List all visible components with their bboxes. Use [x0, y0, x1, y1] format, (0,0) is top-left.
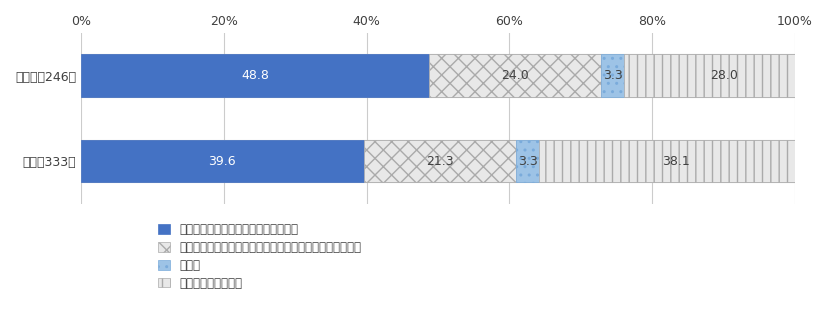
Legend: 医療機関に通った（訪問診療を含む）, 医療機関には通っていないが、市販の薬を服用、湿布した, その他, 特に何もしていない: 医療機関に通った（訪問診療を含む）, 医療機関には通っていないが、市販の薬を服用…	[158, 224, 361, 290]
Text: 48.8: 48.8	[241, 69, 269, 82]
Text: 3.3: 3.3	[602, 69, 622, 82]
Text: 38.1: 38.1	[661, 155, 689, 168]
Text: 28.0: 28.0	[710, 69, 738, 82]
Text: 39.6: 39.6	[208, 155, 236, 168]
Text: 3.3: 3.3	[517, 155, 537, 168]
Bar	[363, 140, 515, 183]
Bar	[429, 54, 600, 97]
Bar	[600, 54, 624, 97]
Bar	[538, 140, 810, 183]
Text: 24.0: 24.0	[500, 69, 528, 82]
Bar	[81, 54, 429, 97]
Bar	[81, 140, 363, 183]
Bar	[515, 140, 538, 183]
Bar	[624, 54, 824, 97]
Text: 21.3: 21.3	[425, 155, 453, 168]
